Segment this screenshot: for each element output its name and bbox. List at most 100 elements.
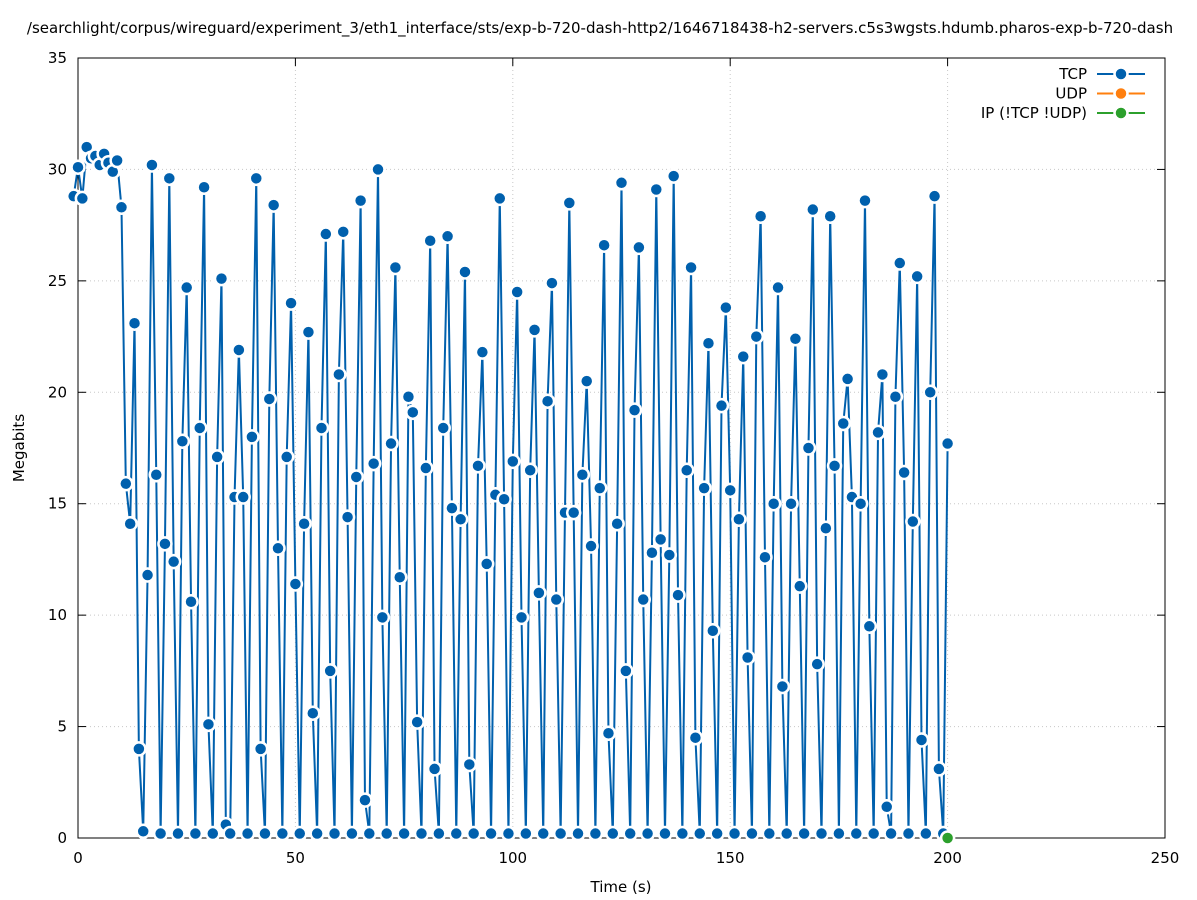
data-point (878, 799, 895, 815)
data-point (126, 315, 143, 331)
data-point (805, 201, 821, 218)
y-tick-label: 10 (48, 606, 67, 624)
data-point (361, 825, 378, 842)
data-point (831, 825, 847, 842)
data-point (365, 455, 382, 472)
data-point (178, 279, 195, 296)
data-point (774, 678, 791, 695)
data-point (505, 453, 521, 470)
data-point (339, 509, 356, 525)
data-point (744, 825, 760, 842)
data-point (665, 168, 682, 184)
data-point (792, 578, 808, 594)
data-point (787, 331, 804, 347)
data-point (213, 270, 230, 287)
data-point (70, 159, 86, 175)
data-point (283, 295, 299, 311)
data-point (583, 538, 599, 554)
data-point (378, 825, 395, 842)
data-point (535, 825, 551, 842)
data-point (826, 458, 843, 474)
y-axis-title: Megabits (10, 414, 28, 482)
data-point (435, 420, 451, 436)
data-point (335, 224, 351, 240)
data-point (405, 404, 421, 421)
data-point (678, 462, 695, 479)
series-line-0 (72, 146, 949, 835)
data-point (722, 482, 738, 499)
data-point (778, 825, 795, 842)
data-point (718, 299, 734, 316)
data-point (813, 825, 830, 842)
data-point (539, 393, 556, 409)
chart-title: /searchlight/corpus/wireguard/experiment… (27, 19, 1173, 38)
data-point (144, 157, 160, 173)
data-point (278, 449, 295, 465)
data-point (444, 500, 460, 516)
series-points (65, 139, 956, 846)
data-point (439, 228, 456, 245)
data-point (118, 475, 134, 492)
data-point (139, 567, 156, 583)
data-point (700, 335, 717, 352)
data-point (461, 756, 478, 773)
data-point (874, 366, 891, 383)
data-point (809, 656, 825, 672)
data-point (231, 342, 247, 358)
data-point (400, 388, 417, 405)
data-point (74, 190, 91, 207)
data-point (183, 594, 199, 610)
x-tick-label: 0 (73, 849, 83, 867)
data-point (244, 429, 260, 445)
x-tick-label: 250 (1151, 849, 1180, 867)
y-tick-label: 5 (57, 718, 67, 736)
data-point (322, 663, 338, 679)
data-point (900, 825, 917, 842)
data-point (392, 569, 408, 586)
data-point (939, 435, 956, 452)
data-point (574, 466, 591, 483)
data-point (552, 825, 569, 842)
data-point (578, 373, 595, 389)
data-point (644, 544, 660, 561)
data-point (305, 705, 321, 721)
data-point (191, 420, 208, 436)
data-point (926, 188, 943, 204)
data-point (374, 609, 391, 626)
data-point (657, 825, 673, 842)
data-point (483, 825, 499, 842)
x-axis-title: Time (s) (590, 878, 652, 896)
data-point (622, 825, 638, 842)
data-point (222, 825, 238, 842)
data-point (796, 825, 812, 842)
data-point (252, 741, 269, 757)
data-point (670, 587, 686, 603)
data-point (300, 324, 317, 340)
data-point (448, 825, 465, 842)
data-point (939, 830, 956, 846)
data-point (896, 464, 912, 481)
data-point (509, 284, 525, 300)
data-point (296, 516, 312, 532)
data-point (465, 825, 482, 842)
data-point (822, 208, 838, 224)
legend-label: TCP (1058, 65, 1087, 83)
data-point (370, 161, 386, 178)
data-point (209, 449, 225, 465)
x-tick-label: 100 (498, 849, 527, 867)
data-point (318, 226, 334, 242)
data-point (661, 547, 678, 563)
data-point (152, 825, 169, 842)
data-point (161, 170, 178, 187)
x-tick-label: 50 (286, 849, 305, 867)
data-point (470, 458, 486, 474)
y-tick-label: 25 (48, 272, 67, 290)
data-point (492, 190, 508, 207)
data-point (892, 255, 908, 271)
data-point (631, 239, 647, 256)
data-point (265, 197, 282, 213)
data-point (600, 725, 617, 742)
data-point (418, 460, 434, 476)
data-point (344, 825, 360, 842)
data-point (757, 549, 773, 565)
